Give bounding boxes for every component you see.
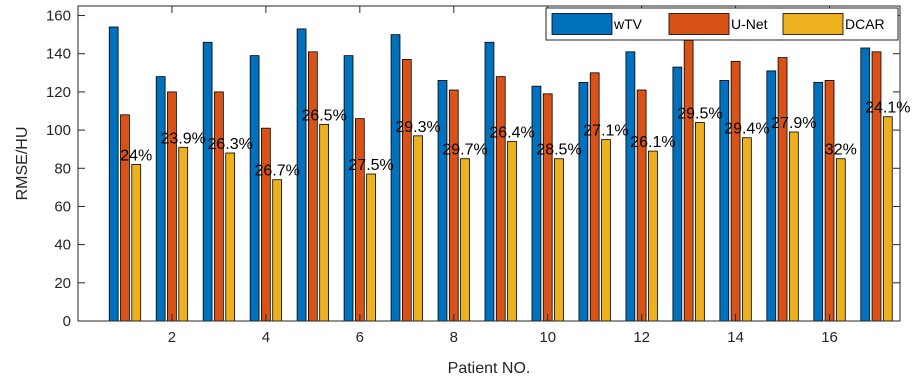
percentage-label-patient-15: 27.9% <box>771 115 816 132</box>
x-tick-label-2: 2 <box>168 329 176 346</box>
x-tick-label-4: 4 <box>262 329 270 346</box>
bar-dcar-patient-17 <box>882 116 893 322</box>
bar-wtv-patient-4 <box>249 55 260 322</box>
bar-wtv-patient-6 <box>343 55 354 322</box>
x-tick-label-10: 10 <box>539 329 556 346</box>
percentage-label-patient-8: 29.7% <box>442 142 487 159</box>
percentage-label-patient-9: 26.4% <box>489 125 534 142</box>
bar-dcar-patient-9 <box>507 141 517 322</box>
bar-wtv-patient-8 <box>437 80 448 322</box>
x-axis-title: Patient NO. <box>448 360 531 377</box>
percentage-label-patient-17: 24.1% <box>865 100 910 117</box>
bar-wtv-patient-12 <box>625 51 636 322</box>
bar-dcar-patient-13 <box>695 122 705 322</box>
bar-u-net-patient-14 <box>730 60 741 322</box>
bar-u-net-patient-13 <box>683 39 694 322</box>
percentage-label-patient-12: 26.1% <box>630 134 675 151</box>
x-tick-label-12: 12 <box>633 329 650 346</box>
bar-wtv-patient-2 <box>155 76 166 322</box>
legend: wTV U-Net DCAR <box>545 7 899 41</box>
y-tick-label-120: 120 <box>46 84 71 101</box>
bar-dcar-patient-14 <box>742 137 752 322</box>
bar-dcar-patient-10 <box>554 158 564 322</box>
legend-label-dcar: DCAR <box>845 16 885 32</box>
bar-u-net-patient-12 <box>636 89 647 322</box>
y-axis-title: RMSE/HU <box>14 127 31 201</box>
percentage-label-patient-4: 26.7% <box>254 163 299 180</box>
bar-dcar-patient-1 <box>131 164 142 322</box>
bar-u-net-patient-11 <box>589 72 600 322</box>
bar-u-net-patient-3 <box>214 91 224 322</box>
legend-label-wtv: wTV <box>613 16 643 32</box>
bar-u-net-patient-8 <box>448 89 459 322</box>
bar-dcar-patient-3 <box>225 152 236 322</box>
x-tick-label-8: 8 <box>450 329 458 346</box>
legend-swatch-wtv <box>551 13 613 35</box>
y-tick-label-40: 40 <box>54 237 71 254</box>
bar-dcar-patient-12 <box>648 150 658 322</box>
bar-u-net-patient-17 <box>871 51 882 322</box>
bar-wtv-patient-11 <box>578 81 589 322</box>
y-tick-label-20: 20 <box>54 275 71 292</box>
legend-label-u-net: U-Net <box>731 16 768 32</box>
bar-dcar-patient-2 <box>178 146 189 322</box>
percentage-label-patient-7: 29.3% <box>395 119 440 136</box>
legend-swatch-dcar <box>782 13 844 35</box>
percentage-label-patient-3: 26.3% <box>208 136 253 153</box>
bar-dcar-patient-11 <box>601 139 611 322</box>
percentage-label-patient-1: 24% <box>120 147 152 164</box>
percentage-label-patient-5: 26.5% <box>301 107 346 124</box>
bar-dcar-patient-5 <box>319 123 329 322</box>
bar-wtv-patient-7 <box>390 34 401 322</box>
percentage-label-patient-11: 27.1% <box>583 123 628 140</box>
bar-u-net-patient-6 <box>354 118 365 322</box>
y-tick-label-100: 100 <box>46 122 71 139</box>
bar-dcar-patient-16 <box>835 158 846 322</box>
bar-u-net-patient-16 <box>824 80 835 322</box>
bar-dcar-patient-15 <box>788 131 799 322</box>
axes-layer: 0 20 40 60 80 100 120 140 160 2 4 6 8 10 12 14 16 Patient… <box>14 5 901 377</box>
bar-wtv-patient-17 <box>860 47 871 322</box>
bar-u-net-patient-9 <box>495 76 506 322</box>
bar-dcar-patient-7 <box>413 135 423 322</box>
legend-swatch-u-net <box>668 13 730 35</box>
bar-u-net-patient-5 <box>307 51 318 322</box>
bar-u-net-patient-10 <box>542 93 553 322</box>
percentage-label-patient-6: 27.5% <box>348 157 393 174</box>
x-tick-label-14: 14 <box>727 329 744 346</box>
percentage-label-patient-10: 28.5% <box>536 142 581 159</box>
percentage-label-patient-2: 23.9% <box>161 130 206 147</box>
bar-dcar-patient-6 <box>366 173 376 322</box>
annotations-layer: 24%23.9% 26.3%26.7%26.5%27.5%29.3%29.7%26… <box>120 100 910 180</box>
bar-u-net-patient-4 <box>261 127 271 322</box>
y-tick-label-60: 60 <box>54 198 71 215</box>
bar-u-net-patient-2 <box>167 91 177 322</box>
bar-wtv-patient-15 <box>766 70 777 322</box>
bar-dcar-patient-8 <box>460 158 470 322</box>
percentage-label-patient-13: 29.5% <box>677 105 722 122</box>
y-tick-label-0: 0 <box>63 313 71 330</box>
bar-wtv-patient-9 <box>484 41 495 322</box>
percentage-label-patient-16: 32% <box>825 142 857 159</box>
bar-u-net-patient-1 <box>120 114 130 322</box>
bar-wtv-patient-3 <box>202 41 213 322</box>
y-tick-label-140: 140 <box>46 46 71 63</box>
plot-frame <box>77 5 901 322</box>
x-tick-label-16: 16 <box>821 329 838 346</box>
bar-u-net-patient-15 <box>777 57 788 322</box>
bar-u-net-patient-7 <box>401 59 412 322</box>
bar-wtv-patient-1 <box>108 26 119 322</box>
y-tick-label-80: 80 <box>54 160 71 177</box>
bar-wtv-patient-10 <box>531 85 542 322</box>
bar-dcar-patient-4 <box>272 179 283 322</box>
x-tick-label-6: 6 <box>356 329 364 346</box>
percentage-label-patient-14: 29.4% <box>724 121 769 138</box>
y-tick-label-160: 160 <box>46 8 71 25</box>
